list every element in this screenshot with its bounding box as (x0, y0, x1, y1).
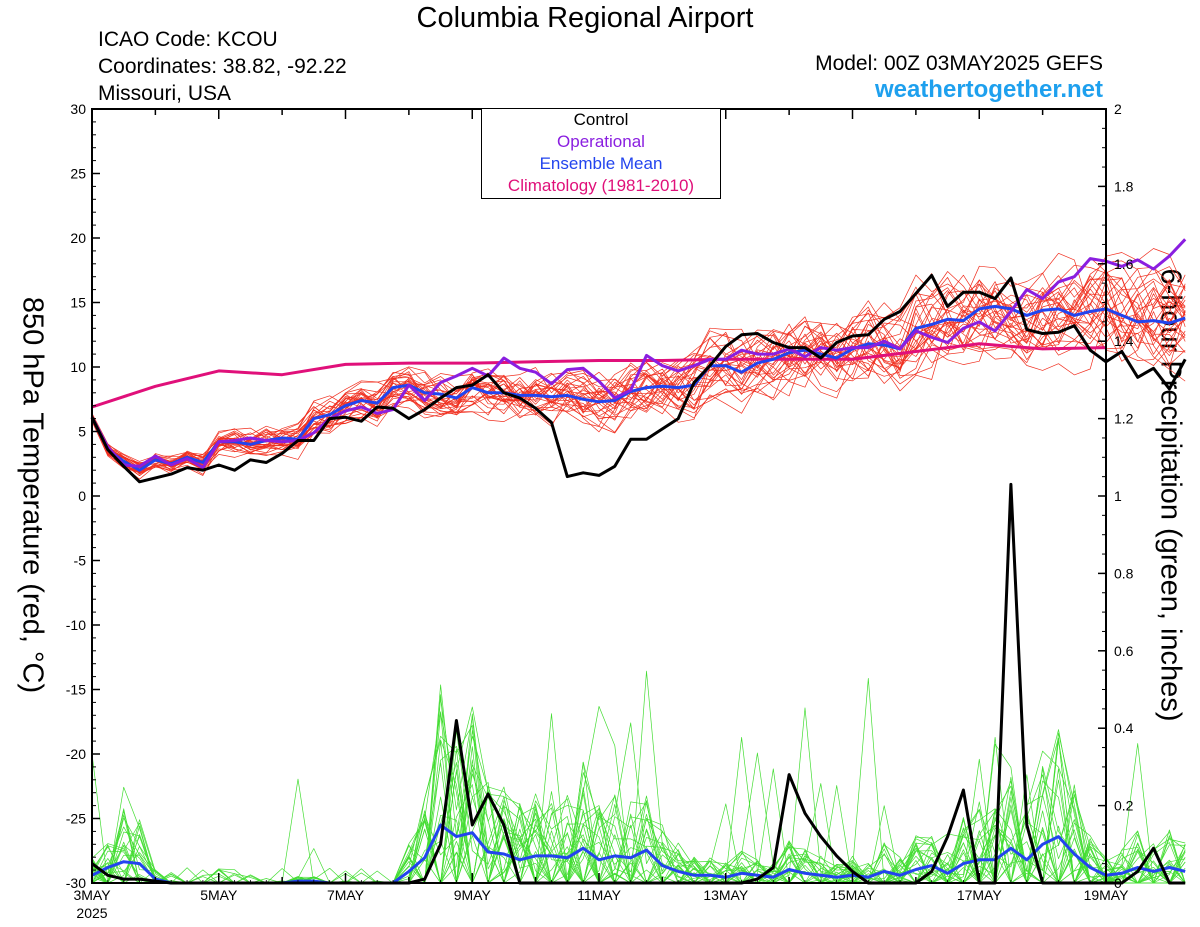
x-year-label: 2025 (76, 905, 107, 921)
temp-mean-line (90, 304, 1186, 472)
y-right-tick-label: 0 (1114, 875, 1122, 891)
plot-frame (91, 108, 1107, 884)
y-right-tick-label: 1.6 (1114, 256, 1134, 272)
temp-member-line (91, 260, 1186, 476)
site-link[interactable]: weathertogether.net (874, 76, 1103, 103)
legend: Control Operational Ensemble Mean Climat… (481, 108, 721, 199)
coordinates: Coordinates: 38.82, -92.22 (98, 55, 347, 78)
y-left-tick-label: 25 (70, 166, 86, 182)
y-left-tick-label: -20 (66, 746, 86, 762)
climatology-line (91, 342, 1107, 409)
x-tick-label: 17MAY (957, 887, 1003, 903)
precip-control-line (91, 482, 1186, 885)
model-run: Model: 00Z 03MAY2025 GEFS (815, 52, 1103, 75)
region: Missouri, USA (98, 82, 232, 105)
chart-title: Columbia Regional Airport (416, 2, 754, 34)
y-left-tick-label: -30 (66, 875, 86, 891)
legend-climatology: Climatology (1981-2010) (507, 176, 695, 195)
y-right-tick-label: 1.2 (1114, 411, 1134, 427)
y-right-tick-label: 0.6 (1114, 643, 1134, 659)
y-right-tick-label: 1.8 (1114, 178, 1134, 194)
x-tick-label: 13MAY (703, 887, 749, 903)
temp-member-line (91, 275, 1186, 472)
y-right-tick-label: 0.2 (1114, 798, 1134, 814)
y-right-tick-label: 0.8 (1114, 565, 1134, 581)
x-tick-label: 5MAY (200, 887, 238, 903)
temp-control-line (90, 273, 1187, 484)
precip-member-line (91, 768, 1186, 884)
y-right-tick-label: 0.4 (1114, 720, 1134, 736)
temp-member-line (91, 274, 1186, 477)
legend-control: Control (573, 110, 629, 129)
x-tick-label: 7MAY (327, 887, 365, 903)
axes: 302520151050-5-10-15-20-25-3021.81.61.41… (66, 101, 1134, 921)
precip-member-line (91, 748, 1186, 884)
y-left-tick-label: 15 (70, 295, 86, 311)
temp-member-line (91, 264, 1186, 465)
x-tick-label: 3MAY (73, 887, 111, 903)
y-left-tick-label: 0 (78, 488, 86, 504)
y-right-tick-label: 1.4 (1114, 333, 1134, 349)
y-left-tick-label: -5 (74, 553, 87, 569)
x-tick-label: 11MAY (577, 887, 621, 903)
y-right-tick-label: 1 (1114, 488, 1122, 504)
y-left-tick-label: 5 (78, 424, 86, 440)
icao-code: ICAO Code: KCOU (98, 28, 278, 51)
x-tick-label: 15MAY (830, 887, 876, 903)
y-left-tick-label: -10 (66, 617, 86, 633)
temp-member-line (91, 281, 1186, 475)
y-left-tick-label: 20 (70, 230, 86, 246)
temp-member-lines (91, 248, 1186, 480)
y-left-tick-label: 30 (70, 101, 86, 117)
y-left-tick-label: -25 (66, 811, 86, 827)
legend-ensemble-mean: Ensemble Mean (539, 154, 663, 173)
y-left-tick-label: -15 (66, 682, 86, 698)
y-right-tick-label: 2 (1114, 101, 1122, 117)
x-tick-label: 19MAY (1084, 887, 1130, 903)
temp-operational-line (90, 238, 1187, 470)
legend-operational: Operational (557, 132, 645, 151)
x-tick-label: 9MAY (454, 887, 492, 903)
y-left-tick-label: 10 (70, 359, 86, 375)
